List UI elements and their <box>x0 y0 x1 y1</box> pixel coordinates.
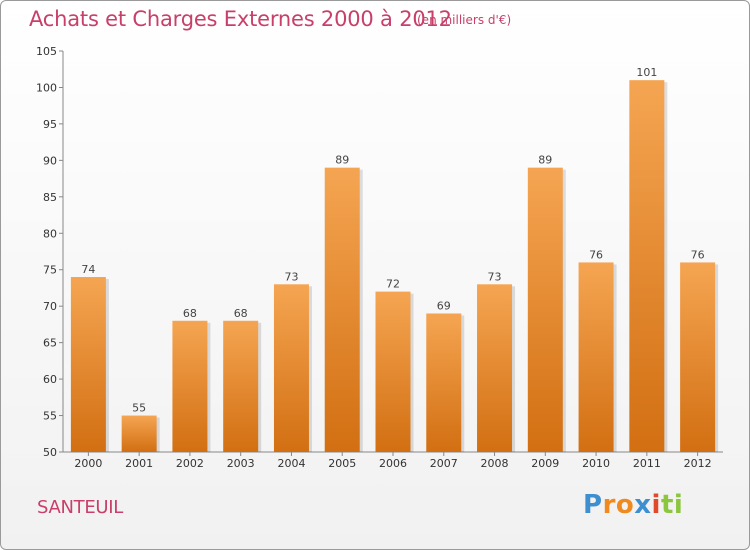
chart-subtitle: (en milliers d'€) <box>417 13 512 27</box>
bar-value-label: 101 <box>636 66 657 79</box>
y-tick-label: 90 <box>43 154 57 167</box>
bar-value-label: 73 <box>284 270 298 283</box>
bar <box>223 320 259 452</box>
chart-bars: 74 55 68 68 73 89 72 69 73 89 76 101 76 <box>70 66 719 452</box>
y-tick-label: 60 <box>43 373 57 386</box>
bar <box>70 277 106 452</box>
x-tick-label: 2009 <box>531 457 559 470</box>
bar <box>680 262 716 452</box>
x-tick-label: 2001 <box>125 457 153 470</box>
bar-value-label: 76 <box>589 248 603 261</box>
bar <box>477 284 513 452</box>
x-tick-label: 2000 <box>74 457 102 470</box>
x-tick-label: 2002 <box>176 457 204 470</box>
x-tick-label: 2003 <box>227 457 255 470</box>
x-tick-label: 2005 <box>328 457 356 470</box>
bar-value-label: 72 <box>386 278 400 291</box>
bar-value-label: 73 <box>488 270 502 283</box>
logo-part: ti <box>660 490 684 520</box>
x-tick-label: 2006 <box>379 457 407 470</box>
town-name: SANTEUIL <box>37 497 124 518</box>
logo-part: i <box>651 490 661 520</box>
bar-value-label: 68 <box>183 307 197 320</box>
chart-title: Achats et Charges Externes 2000 à 2012 <box>29 7 452 31</box>
bar-value-label: 74 <box>81 263 95 276</box>
y-tick-label: 95 <box>43 118 57 131</box>
bar <box>527 167 563 452</box>
x-tick-label: 2010 <box>582 457 610 470</box>
chart-axes: 50 55 60 65 70 75 80 85 90 95 100 105 2000 2001 2002 20… <box>36 45 723 470</box>
bar-value-label: 89 <box>538 154 552 167</box>
bar-value-label: 89 <box>335 154 349 167</box>
y-tick-label: 70 <box>43 300 57 313</box>
x-tick-label: 2012 <box>684 457 712 470</box>
x-tick-label: 2007 <box>430 457 458 470</box>
y-tick-label: 65 <box>43 337 57 350</box>
bar <box>273 284 309 452</box>
logo-part: ro <box>602 490 635 520</box>
bar <box>375 291 411 452</box>
y-tick-label: 75 <box>43 264 57 277</box>
y-tick-label: 100 <box>36 81 57 94</box>
bar-value-label: 68 <box>234 307 248 320</box>
y-tick-label: 50 <box>43 446 57 459</box>
bar <box>578 262 614 452</box>
bar <box>324 167 360 452</box>
bar <box>121 415 157 452</box>
y-tick-label: 105 <box>36 45 57 58</box>
logo-part: P <box>583 490 603 520</box>
bar-value-label: 69 <box>437 299 451 312</box>
x-tick-label: 2011 <box>633 457 661 470</box>
bar <box>629 80 665 452</box>
y-tick-label: 55 <box>43 410 57 423</box>
proxiti-logo: Proxiti <box>583 490 683 520</box>
bar-value-label: 76 <box>691 248 705 261</box>
y-tick-label: 80 <box>43 227 57 240</box>
bar-value-label: 55 <box>132 402 146 415</box>
bar <box>426 313 462 452</box>
x-tick-label: 2004 <box>277 457 305 470</box>
y-tick-label: 85 <box>43 191 57 204</box>
logo-part: x <box>634 490 652 520</box>
bar <box>172 320 208 452</box>
x-tick-label: 2008 <box>481 457 509 470</box>
